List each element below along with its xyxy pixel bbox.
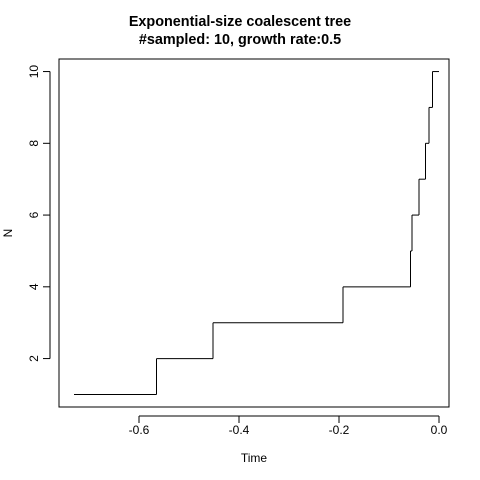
x-axis-label: Time — [241, 451, 268, 465]
series-lineages — [73, 71, 439, 395]
chart-subtitle: #sampled: 10, growth rate:0.5 — [139, 32, 341, 48]
x-tick-label: 0.0 — [431, 423, 448, 437]
chart-title: Exponential-size coalescent tree — [129, 14, 351, 30]
plot-frame — [58, 58, 450, 408]
series-layer — [73, 71, 439, 395]
y-tick-label: 10 — [27, 65, 41, 79]
y-axis: 2 4 6 8 10 — [27, 65, 51, 362]
y-tick-label: 4 — [27, 283, 41, 290]
y-tick-label: 6 — [27, 211, 41, 218]
x-tick-label: -0.2 — [329, 423, 350, 437]
y-tick-label: 8 — [27, 140, 41, 147]
x-axis: -0.6 -0.4 -0.2 0.0 — [129, 415, 448, 437]
y-tick-label: 2 — [27, 355, 41, 362]
y-axis-label: N — [1, 229, 15, 238]
x-tick-label: -0.6 — [129, 423, 150, 437]
x-tick-label: -0.4 — [229, 423, 250, 437]
